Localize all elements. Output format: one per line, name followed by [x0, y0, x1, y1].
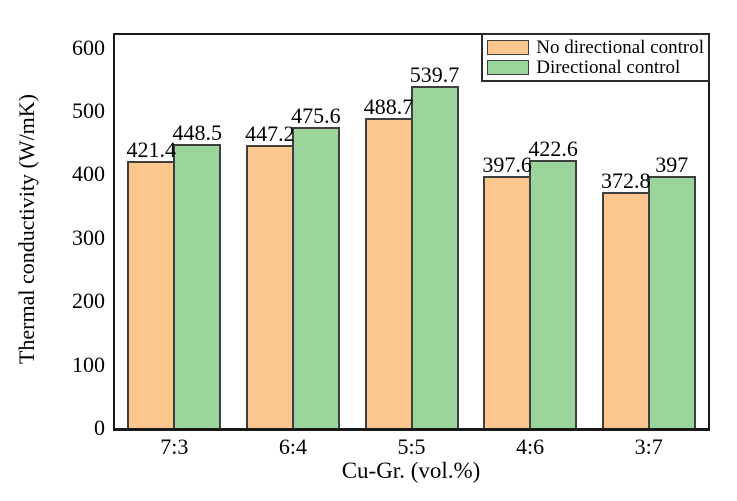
bar-no-directional-control-5-5 [364, 118, 413, 428]
bar-no-directional-control-7-3 [127, 160, 176, 428]
bar-value-label: 539.7 [409, 61, 460, 87]
y-tick-label: 0 [94, 415, 105, 440]
y-axis-title: Thermal conductivity (W/mK) [14, 93, 39, 365]
legend-swatch-no-directional-control [487, 39, 530, 55]
y-tick-label: 100 [72, 351, 105, 377]
plot-area: 0 100 200 300 400 500 600 7:3 6:4 5:5 4:6 3:7 421.… [72, 33, 710, 458]
x-tick-label: 7:3 [160, 434, 189, 459]
bar-value-label: 372.8 [600, 167, 651, 193]
y-tick-label: 200 [72, 288, 105, 314]
x-tick-label: 6:4 [278, 434, 307, 459]
legend: No directional control Directional contro… [481, 33, 710, 82]
y-tick-label: 300 [72, 224, 105, 250]
bar-directional-control-6-4 [291, 126, 340, 428]
bar-no-directional-control-3-7 [601, 191, 650, 428]
legend-swatch-directional-control [487, 59, 530, 75]
bar-value-label: 421.4 [126, 136, 177, 162]
legend-label: No directional control [536, 36, 704, 58]
y-tick-label: 500 [72, 98, 105, 124]
y-tick-label: 400 [72, 161, 105, 187]
bar-value-label: 447.2 [245, 120, 295, 146]
bar-directional-control-7-3 [173, 143, 222, 428]
bar-value-label: 422.6 [528, 136, 578, 162]
y-tick-label: 600 [72, 34, 105, 60]
x-tick-label: 3:7 [634, 434, 663, 459]
x-tick-label: 5:5 [397, 434, 426, 459]
x-axis-title: Cu-Gr. (vol.%) [341, 458, 481, 483]
bar-no-directional-control-4-6 [483, 175, 532, 428]
bar-directional-control-4-6 [529, 160, 578, 428]
bar-value-label: 488.7 [363, 94, 414, 120]
bar-directional-control-3-7 [647, 176, 696, 428]
bar-no-directional-control-6-4 [245, 144, 294, 428]
bar-value-label: 397.6 [482, 151, 532, 177]
legend-label: Directional control [536, 56, 681, 78]
legend-item-no-directional-control: No directional control [487, 37, 704, 57]
bar-directional-control-5-5 [410, 85, 459, 428]
legend-item-directional-control: Directional control [487, 57, 704, 77]
x-tick-label: 4:6 [516, 434, 545, 459]
bar-value-label: 397 [655, 152, 689, 178]
bar-value-label: 448.5 [172, 119, 223, 145]
bar-value-label: 475.6 [291, 102, 341, 128]
